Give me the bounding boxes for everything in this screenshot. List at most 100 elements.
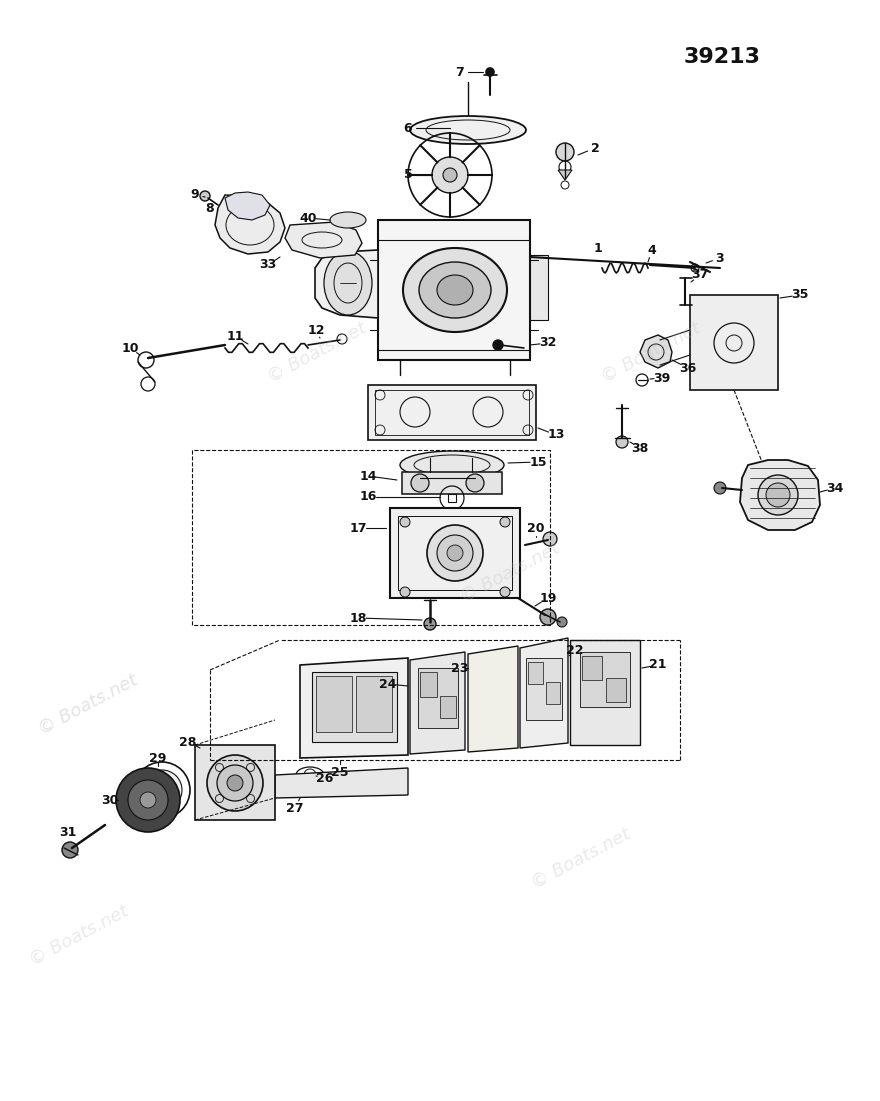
Ellipse shape: [400, 451, 504, 479]
Circle shape: [142, 770, 182, 810]
Text: 12: 12: [307, 324, 325, 337]
Text: 29: 29: [150, 752, 166, 764]
Circle shape: [714, 482, 726, 494]
Circle shape: [691, 264, 699, 272]
Text: © Boats.net: © Boats.net: [35, 671, 141, 739]
Bar: [528, 662, 543, 684]
Ellipse shape: [437, 275, 473, 305]
Circle shape: [400, 587, 410, 597]
Text: 16: 16: [359, 491, 377, 503]
Text: 36: 36: [679, 361, 697, 374]
Bar: [375, 390, 529, 435]
Text: 38: 38: [631, 442, 649, 455]
Polygon shape: [468, 646, 518, 752]
Bar: [420, 672, 437, 697]
Text: 7: 7: [456, 65, 465, 78]
Bar: [378, 220, 530, 360]
Ellipse shape: [419, 262, 491, 318]
Circle shape: [766, 483, 790, 506]
Bar: [580, 652, 630, 707]
Circle shape: [500, 517, 510, 527]
Text: 17: 17: [349, 522, 367, 534]
Circle shape: [227, 775, 243, 791]
Text: 21: 21: [649, 658, 667, 672]
Circle shape: [217, 765, 253, 802]
Text: © Boats.net: © Boats.net: [528, 825, 634, 893]
Text: 9: 9: [191, 188, 199, 201]
Text: 23: 23: [451, 662, 469, 675]
Text: 27: 27: [286, 802, 304, 815]
Circle shape: [116, 768, 180, 832]
Text: 4: 4: [648, 243, 656, 257]
Text: 5: 5: [404, 168, 413, 182]
Polygon shape: [225, 192, 270, 220]
Bar: [448, 494, 456, 502]
Text: 6: 6: [404, 121, 413, 134]
Bar: [606, 678, 626, 702]
Circle shape: [411, 475, 429, 492]
Text: 35: 35: [791, 288, 809, 302]
Text: 18: 18: [349, 611, 367, 624]
Circle shape: [128, 780, 168, 820]
Polygon shape: [315, 250, 378, 318]
Bar: [402, 472, 502, 494]
Text: 1: 1: [594, 241, 603, 254]
Ellipse shape: [403, 248, 507, 333]
Circle shape: [447, 545, 463, 562]
Bar: [398, 516, 512, 590]
Polygon shape: [740, 460, 820, 530]
Circle shape: [500, 587, 510, 597]
Circle shape: [556, 143, 574, 161]
Polygon shape: [520, 637, 568, 748]
Bar: [526, 658, 562, 720]
Text: 39: 39: [653, 371, 671, 384]
Circle shape: [758, 475, 798, 515]
Bar: [312, 672, 397, 742]
Circle shape: [432, 157, 468, 193]
Text: 33: 33: [260, 259, 276, 272]
Circle shape: [437, 535, 473, 571]
Bar: [195, 745, 275, 820]
Circle shape: [543, 532, 557, 546]
Ellipse shape: [324, 251, 372, 315]
Text: 31: 31: [59, 826, 77, 839]
Bar: [390, 508, 520, 598]
Bar: [582, 656, 602, 680]
Bar: [356, 676, 392, 732]
Ellipse shape: [330, 212, 366, 228]
Text: © Boats.net: © Boats.net: [458, 538, 563, 607]
Bar: [368, 385, 536, 440]
Text: 26: 26: [316, 772, 334, 785]
Polygon shape: [300, 658, 408, 757]
Polygon shape: [410, 652, 465, 754]
Polygon shape: [215, 195, 285, 254]
Text: 30: 30: [101, 794, 119, 807]
Text: 25: 25: [331, 765, 348, 778]
Text: 34: 34: [826, 481, 844, 494]
Text: 14: 14: [359, 469, 377, 482]
Text: 8: 8: [206, 201, 215, 215]
Text: 10: 10: [121, 341, 139, 355]
Text: 22: 22: [566, 643, 583, 656]
Circle shape: [540, 609, 556, 625]
Text: 24: 24: [379, 677, 397, 690]
Text: 37: 37: [692, 269, 708, 282]
Circle shape: [466, 475, 484, 492]
Polygon shape: [570, 640, 640, 745]
Bar: [418, 668, 458, 728]
Bar: [440, 696, 456, 718]
Text: 39213: 39213: [683, 47, 760, 67]
Text: 11: 11: [226, 329, 244, 342]
Ellipse shape: [410, 116, 526, 144]
Bar: [530, 255, 548, 320]
Circle shape: [493, 340, 503, 350]
Text: © Boats.net: © Boats.net: [598, 318, 704, 386]
Circle shape: [200, 190, 210, 201]
Text: 3: 3: [715, 251, 724, 264]
Text: © Boats.net: © Boats.net: [26, 902, 132, 970]
Text: 13: 13: [547, 428, 565, 442]
Text: © Boats.net: © Boats.net: [264, 318, 370, 386]
Circle shape: [207, 755, 263, 811]
Polygon shape: [640, 335, 672, 368]
Circle shape: [424, 618, 436, 630]
